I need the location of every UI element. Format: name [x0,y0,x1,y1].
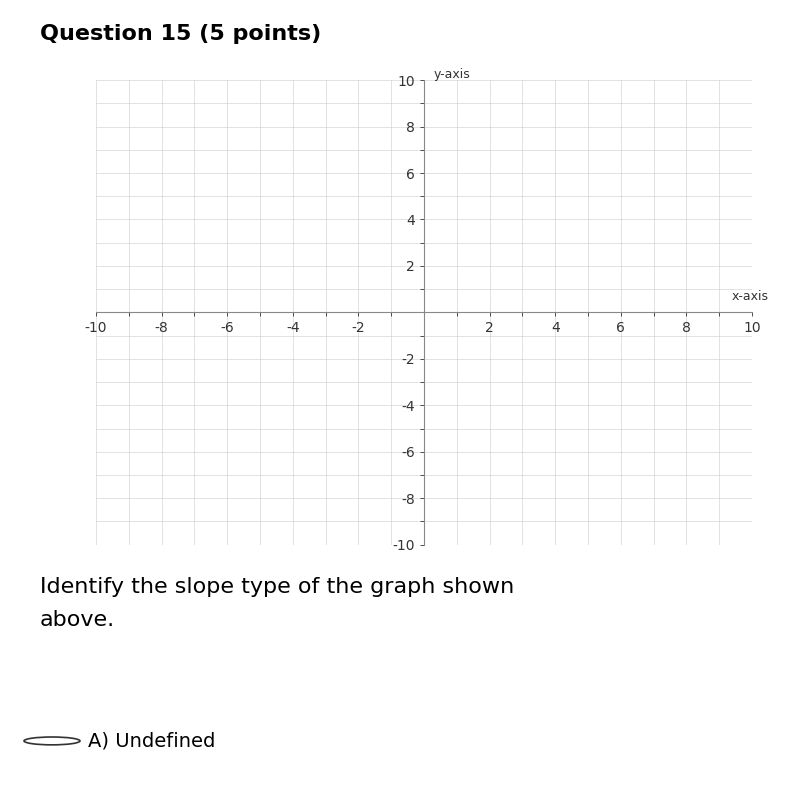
Text: y-axis: y-axis [434,69,470,82]
Text: A) Undefined: A) Undefined [88,731,215,751]
Text: Identify the slope type of the graph shown
above.: Identify the slope type of the graph sho… [40,577,514,630]
Text: Question 15 (5 points): Question 15 (5 points) [40,24,322,44]
Text: x-axis: x-axis [731,290,769,303]
